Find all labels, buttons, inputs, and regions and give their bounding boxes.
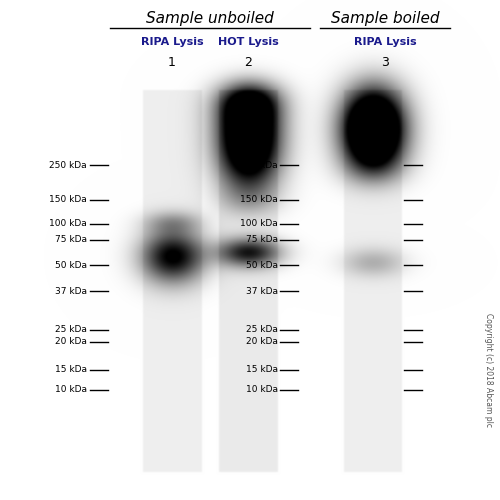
Text: 37 kDa: 37 kDa <box>246 286 278 296</box>
Text: 50 kDa: 50 kDa <box>246 260 278 270</box>
Text: HOT Lysis: HOT Lysis <box>218 37 278 47</box>
Text: 150 kDa: 150 kDa <box>49 196 87 204</box>
Text: Sample boiled: Sample boiled <box>331 10 440 26</box>
Text: 20 kDa: 20 kDa <box>246 338 278 346</box>
Text: 37 kDa: 37 kDa <box>55 286 87 296</box>
Text: 3: 3 <box>381 56 389 68</box>
Text: 1: 1 <box>168 56 176 68</box>
Text: 25 kDa: 25 kDa <box>246 326 278 334</box>
Text: Copyright (c) 2018 Abcam plc: Copyright (c) 2018 Abcam plc <box>484 313 492 427</box>
Text: 50 kDa: 50 kDa <box>55 260 87 270</box>
Text: 75 kDa: 75 kDa <box>55 236 87 244</box>
Text: Sample unboiled: Sample unboiled <box>146 10 274 26</box>
Text: RIPA Lysis: RIPA Lysis <box>354 37 416 47</box>
Text: 2: 2 <box>244 56 252 68</box>
Text: 15 kDa: 15 kDa <box>55 366 87 374</box>
Text: RIPA Lysis: RIPA Lysis <box>140 37 203 47</box>
Text: 250 kDa: 250 kDa <box>50 160 87 170</box>
Text: 10 kDa: 10 kDa <box>55 386 87 394</box>
Text: 250 kDa: 250 kDa <box>240 160 278 170</box>
Text: 25 kDa: 25 kDa <box>55 326 87 334</box>
Text: 150 kDa: 150 kDa <box>240 196 278 204</box>
Text: 20 kDa: 20 kDa <box>55 338 87 346</box>
Text: 10 kDa: 10 kDa <box>246 386 278 394</box>
Text: 100 kDa: 100 kDa <box>240 220 278 228</box>
Text: 75 kDa: 75 kDa <box>246 236 278 244</box>
Text: 15 kDa: 15 kDa <box>246 366 278 374</box>
Text: 100 kDa: 100 kDa <box>49 220 87 228</box>
